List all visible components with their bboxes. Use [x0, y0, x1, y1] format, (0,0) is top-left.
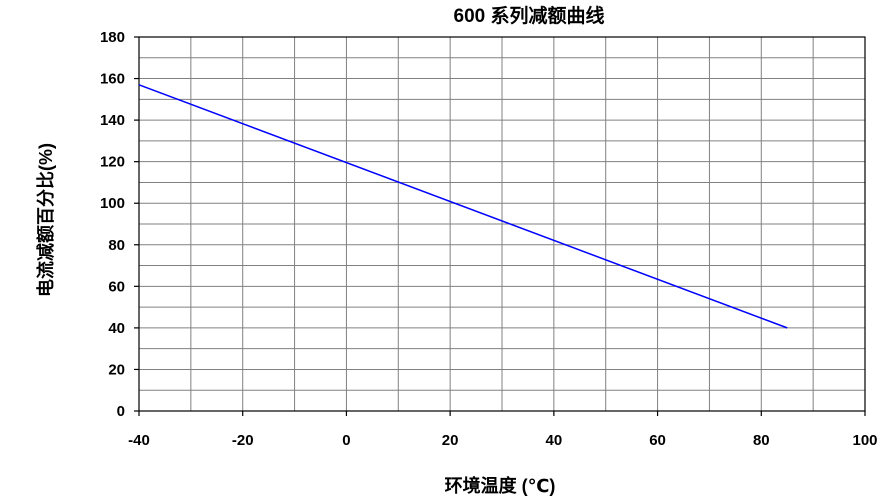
x-tick-label: 60 [649, 432, 666, 449]
y-tick-label: 160 [100, 71, 125, 88]
y-tick-label: 40 [108, 320, 125, 337]
y-tick-label: 180 [100, 29, 125, 46]
grid-lines [139, 37, 865, 411]
x-tick-label: 100 [852, 432, 877, 449]
series-line [138, 84, 788, 329]
plot-frame [138, 36, 866, 412]
y-tick-label: 0 [117, 403, 125, 420]
x-tick-label: 40 [546, 432, 563, 449]
x-tick-label: -20 [232, 432, 254, 449]
y-tick-label: 100 [100, 195, 125, 212]
y-axis-title: 电流减额百分比(%) [35, 143, 56, 297]
chart-title: 600 系列减额曲线 [454, 4, 605, 27]
x-tick-label: -40 [128, 432, 150, 449]
x-axis-ticks: -40 -20 0 20 40 60 80 100 [128, 411, 878, 449]
x-tick-label: 0 [342, 432, 350, 449]
x-tick-label: 20 [442, 432, 459, 449]
y-tick-label: 60 [108, 278, 125, 295]
y-tick-label: 140 [100, 112, 125, 129]
y-axis-ticks: 0 20 40 60 80 100 120 140 160 180 [100, 29, 139, 420]
y-tick-label: 80 [108, 237, 125, 254]
series-layer [138, 84, 788, 329]
y-tick-label: 120 [100, 154, 125, 171]
x-axis-title: 环境温度 (℃) [445, 475, 556, 496]
y-tick-label: 20 [108, 361, 125, 378]
x-tick-label: 80 [753, 432, 770, 449]
